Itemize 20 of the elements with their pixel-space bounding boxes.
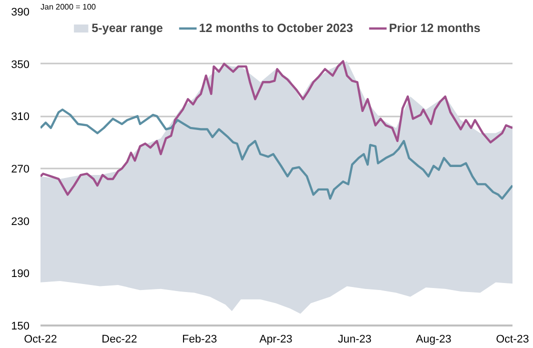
x-tick-label: Apr-23 — [259, 334, 292, 346]
x-tick-label: Aug-23 — [416, 334, 452, 346]
y-tick-label: 350 — [11, 58, 30, 71]
annotation: Jan 2000 = 100 — [40, 2, 96, 12]
y-tick-label: 270 — [11, 164, 30, 176]
line-series — [40, 108, 512, 200]
x-tick-label: Oct-22 — [24, 334, 58, 346]
legend-label: Prior 12 months — [389, 21, 480, 35]
line-series — [40, 60, 512, 196]
y-tick-label: 190 — [11, 268, 30, 280]
x-tick-label: Feb-23 — [182, 334, 217, 346]
legend-label: 5-year range — [92, 21, 163, 35]
legend-label: 12 months to October 2023 — [198, 21, 354, 35]
x-tick-label: Dec-22 — [102, 334, 138, 346]
x-tick-label: Oct-23 — [496, 334, 530, 346]
y-tick-label: 390 — [11, 6, 30, 18]
x-tick-label: Jun-23 — [338, 334, 372, 346]
y-tick-label: 230 — [11, 216, 30, 228]
y-tick-label: 310 — [11, 111, 30, 124]
y-tick-label: 150 — [11, 320, 30, 332]
